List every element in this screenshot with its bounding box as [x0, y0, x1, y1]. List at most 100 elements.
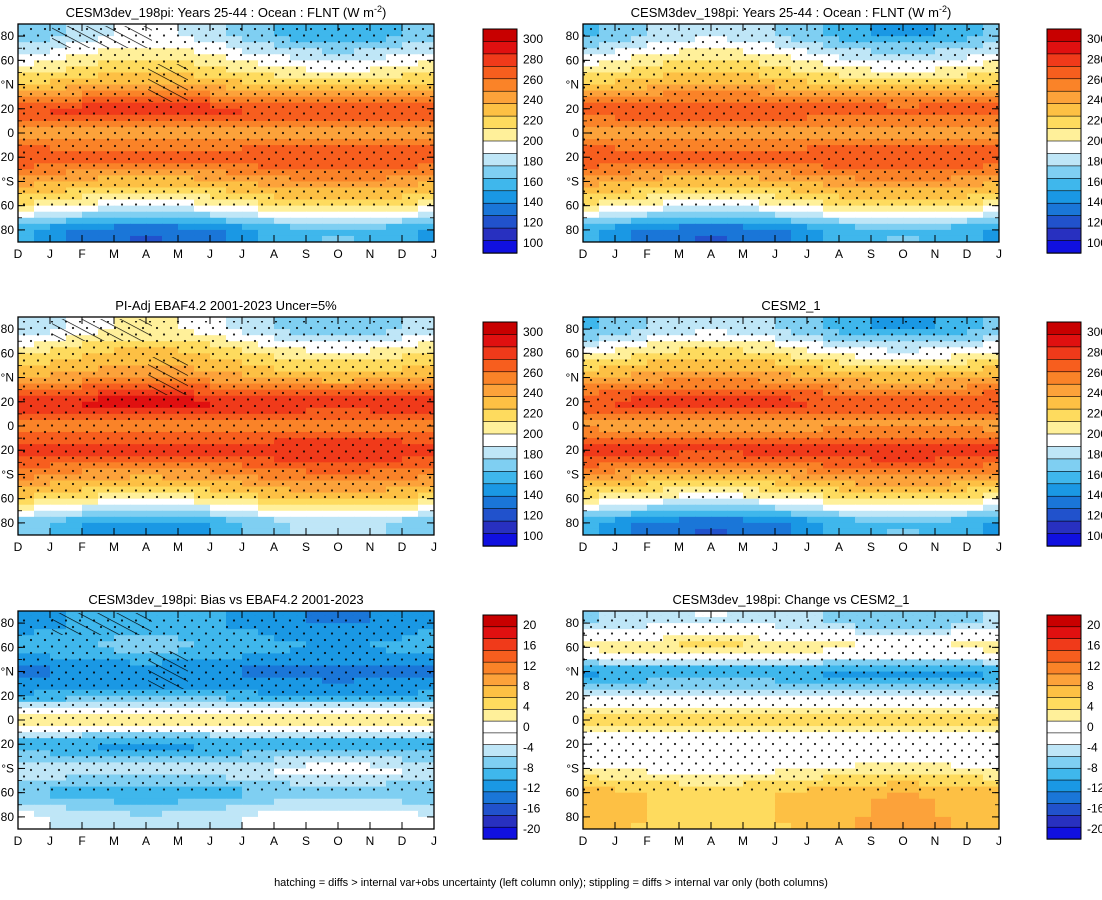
colorbar-swatch — [1047, 471, 1081, 484]
heatmap-cell — [743, 505, 760, 512]
heatmap-cell — [194, 505, 211, 512]
heatmap-cell — [743, 218, 760, 225]
heatmap-cell — [919, 224, 936, 231]
month-tick-label: O — [333, 540, 342, 554]
heatmap-cell — [855, 517, 872, 524]
colorbar-label: 240 — [1087, 386, 1102, 400]
colorbar-swatch — [483, 54, 517, 67]
heatmap-cell — [66, 505, 83, 512]
heatmap-cell — [194, 511, 211, 518]
heatmap-cell — [727, 517, 744, 524]
month-tick-label: D — [963, 247, 972, 261]
colorbar-swatch — [483, 104, 517, 117]
heatmap-cell — [50, 511, 67, 518]
month-tick-label: A — [835, 247, 843, 261]
heatmap-cell — [34, 212, 51, 219]
heatmap-cell — [775, 212, 792, 219]
month-tick-label: S — [302, 540, 310, 554]
heatmap-cell — [370, 523, 387, 530]
heatmap-cell — [338, 511, 355, 518]
colorbar-swatch — [1047, 322, 1081, 335]
colorbar-swatch — [483, 203, 517, 216]
colorbar-label: 300 — [1087, 32, 1102, 46]
month-tick-label: N — [366, 540, 375, 554]
colorbar-swatch — [483, 397, 517, 410]
heatmap-cell — [290, 523, 307, 530]
heatmap-cell — [695, 505, 712, 512]
colorbar-label: 280 — [1087, 345, 1102, 359]
heatmap-cell — [871, 230, 888, 237]
heatmap-cell — [130, 212, 147, 219]
heatmap-cell — [114, 224, 131, 231]
heatmap-cell — [615, 505, 632, 512]
month-tick-label: F — [643, 247, 650, 261]
heatmap-cell — [791, 230, 808, 237]
heatmap-cell — [855, 218, 872, 225]
colorbar-swatch — [483, 178, 517, 191]
colorbar-label: 280 — [523, 52, 543, 66]
heatmap-cell — [775, 218, 792, 225]
heatmap-cell — [34, 517, 51, 524]
colorbar-swatch — [483, 153, 517, 166]
heatmap-cell — [242, 224, 259, 231]
colorbar-swatch — [1047, 372, 1081, 385]
heatmap-cell — [695, 523, 712, 530]
heatmap-cell — [210, 511, 227, 518]
heatmap-cell — [210, 218, 227, 225]
heatmap-cell — [903, 224, 920, 231]
colorbar-swatch — [1047, 347, 1081, 360]
colorbar-swatch — [483, 141, 517, 154]
heatmap-cell — [306, 517, 323, 524]
heatmap-cell — [599, 511, 616, 518]
heatmap-cell — [114, 505, 131, 512]
heatmap-cell — [807, 212, 824, 219]
colorbar-swatch — [1047, 116, 1081, 129]
colorbar-label: 220 — [1087, 114, 1102, 128]
heatmap-cell — [983, 511, 1000, 518]
month-tick-label: M — [109, 540, 119, 554]
month-tick-label: A — [270, 247, 278, 261]
heatmap-cell — [951, 230, 968, 237]
heatmap-cell — [66, 218, 83, 225]
heatmap-cell — [855, 230, 872, 237]
colorbar-label: 220 — [1087, 407, 1102, 421]
heatmap-cell — [242, 212, 259, 219]
heatmap-cell — [306, 230, 323, 237]
heatmap-cell — [258, 523, 275, 530]
heatmap-cell — [791, 212, 808, 219]
colorbar-swatch — [483, 191, 517, 204]
heatmap-cell — [615, 212, 632, 219]
heatmap-cell — [370, 230, 387, 237]
colorbar-swatch — [483, 484, 517, 497]
lat-tick-label: 80 — [1, 29, 15, 43]
heatmap-cell — [887, 517, 904, 524]
heatmap-cell — [130, 224, 147, 231]
heatmap-cell — [855, 212, 872, 219]
heatmap-cell — [386, 212, 403, 219]
heatmap-cell — [98, 218, 115, 225]
colorbar-swatch — [483, 372, 517, 385]
lat-tick-label: °S — [1, 174, 14, 188]
heatmap-cell — [242, 523, 259, 530]
heatmap-cell — [855, 511, 872, 518]
heatmap-cell — [402, 224, 419, 231]
heatmap-cell — [615, 517, 632, 524]
month-tick-label: A — [707, 247, 715, 261]
heatmap-cell — [114, 511, 131, 518]
heatmap-field — [18, 611, 435, 830]
colorbar-label: 280 — [523, 345, 543, 359]
lat-tick-label: 20 — [1, 102, 15, 116]
lat-tick-label: 60 — [1, 53, 15, 67]
heatmap-cell — [967, 230, 984, 237]
heatmap-cell — [178, 224, 195, 231]
heatmap-cell — [663, 218, 680, 225]
heatmap-cell — [871, 212, 888, 219]
month-tick-label: O — [898, 247, 907, 261]
heatmap-cell — [322, 230, 339, 237]
colorbar-swatch — [483, 384, 517, 397]
heatmap-cell — [98, 505, 115, 512]
heatmap-cell — [711, 230, 728, 237]
heatmap-cell — [226, 230, 243, 237]
heatmap-cell — [807, 505, 824, 512]
lat-tick-label: 60 — [1, 199, 15, 213]
